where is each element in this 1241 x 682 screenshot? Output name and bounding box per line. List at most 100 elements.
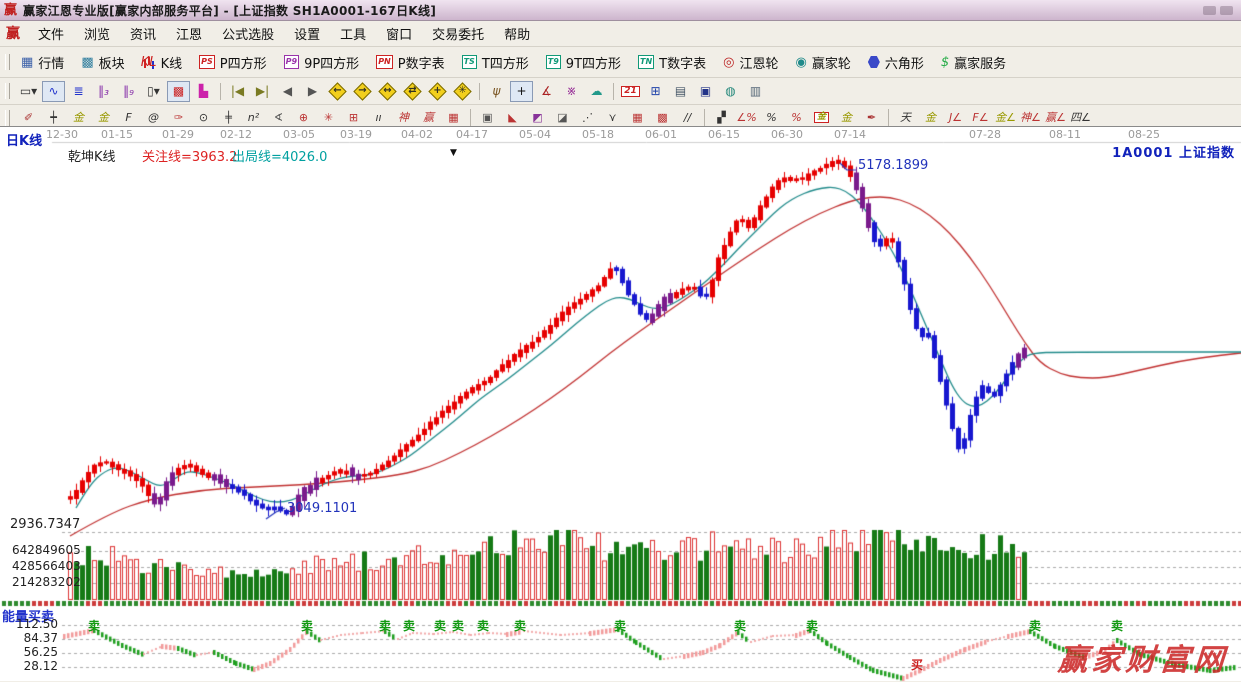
stats-panel-tool[interactable]: ▞ — [710, 107, 733, 128]
hexagon-button[interactable]: ⬡ 六角形 — [863, 51, 929, 74]
fan-lines-tool[interactable]: ◣ — [501, 107, 524, 128]
menu-window[interactable]: 窗口 — [386, 28, 413, 43]
diamond-fit[interactable]: ✳ — [451, 81, 474, 102]
indicator-name-label[interactable]: 乾坤K线 — [68, 150, 116, 165]
window-control-icon[interactable] — [1203, 5, 1216, 15]
web-target-tool[interactable]: ✳ — [317, 107, 340, 128]
gold-underline-tool[interactable]: 金 — [919, 107, 942, 128]
memo-button[interactable]: ▤ — [669, 81, 692, 102]
cloud-tool[interactable]: ☁ — [585, 81, 608, 102]
ying-tool[interactable]: 赢 — [417, 107, 440, 128]
gold-grid2-tool[interactable]: 金 — [92, 107, 115, 128]
pan-hand-tool[interactable]: ψ — [485, 81, 508, 102]
gann-target-tool[interactable]: ⊕ — [292, 107, 315, 128]
info-note-button[interactable]: ≣ — [67, 81, 90, 102]
pattern-tool[interactable]: ※ — [560, 81, 583, 102]
f-angle-tool[interactable]: F∠ — [969, 107, 992, 128]
toolbar-grip[interactable] — [5, 83, 10, 99]
time-circle-tool[interactable]: ⊙ — [192, 107, 215, 128]
ray-lines-tool[interactable]: ⋰ — [576, 107, 599, 128]
window-controls[interactable] — [1203, 5, 1233, 15]
grid-ruler-tool[interactable]: ┿ — [42, 107, 65, 128]
menu-browse[interactable]: 浏览 — [84, 28, 111, 43]
menu-trade-entrust[interactable]: 交易委托 — [432, 28, 485, 43]
hash-ruler-tool[interactable]: ╪ — [217, 107, 240, 128]
window-control-icon[interactable] — [1220, 5, 1233, 15]
k-marks-tool[interactable]: ıı — [367, 107, 390, 128]
qiankun-pattern-button[interactable]: ▩ — [167, 80, 190, 102]
workstation-button[interactable]: ▥ — [744, 81, 767, 102]
diamond-zoom-all[interactable]: + — [426, 81, 449, 102]
red-brush-tool[interactable]: ✑ — [167, 107, 190, 128]
color-histogram-button[interactable]: ▙ — [192, 81, 215, 102]
menu-gann[interactable]: 江恩 — [176, 28, 203, 43]
calculator-button[interactable]: ⊞ — [644, 81, 667, 102]
market-quotes-button[interactable]: ▦ 行情 — [16, 51, 69, 74]
curve-tool[interactable]: ∿ — [42, 80, 65, 102]
t-square-button[interactable]: TS T四方形 — [457, 51, 534, 74]
pen-tool[interactable]: ✐ — [17, 107, 40, 128]
winner-wheel-button[interactable]: ◉ 赢家轮 — [790, 51, 855, 74]
f-grid-tool[interactable]: F — [117, 107, 140, 128]
wave-lines-tool[interactable]: ⋎ — [601, 107, 624, 128]
parallel-lines-tool[interactable]: ∕∕ — [676, 107, 699, 128]
shen-tool[interactable]: 神 — [392, 107, 415, 128]
percent-tool[interactable]: % — [760, 107, 783, 128]
t-number-table-button[interactable]: TN T数字表 — [633, 51, 711, 74]
collapse-marker-icon[interactable]: ▼ — [450, 148, 457, 158]
next-bar-button[interactable]: ▶ — [301, 81, 324, 102]
diamond-shift-right[interactable]: → — [351, 81, 374, 102]
menu-tools[interactable]: 工具 — [340, 28, 367, 43]
save-button[interactable]: ▣ — [694, 81, 717, 102]
j-angle-tool[interactable]: J∠ — [944, 107, 967, 128]
angle-measure-tool[interactable]: ∡ — [535, 81, 558, 102]
menu-formula-stockpick[interactable]: 公式选股 — [222, 28, 275, 43]
dense-grid-tool[interactable]: ▦ — [626, 107, 649, 128]
tian-angle-tool[interactable]: 天 — [894, 107, 917, 128]
toolbar-grip[interactable] — [5, 109, 10, 126]
calendar-button[interactable]: 21 — [619, 81, 642, 102]
box-grid-tool[interactable]: ▩ — [651, 107, 674, 128]
last-page-button[interactable]: ▶| — [251, 81, 274, 102]
prev-bar-button[interactable]: ◀ — [276, 81, 299, 102]
bars9-tool[interactable]: ‖₉ — [117, 81, 140, 102]
percent-line-tool[interactable]: % — [785, 107, 808, 128]
kline-chart-canvas[interactable] — [0, 127, 1241, 682]
menu-news[interactable]: 资讯 — [130, 28, 157, 43]
ink-brush-tool[interactable]: ✒ — [860, 107, 883, 128]
diamond-swap[interactable]: ⇄ — [401, 81, 424, 102]
price-ruler-tool[interactable]: ▦ — [442, 107, 465, 128]
percent-gann-tool[interactable]: ∠% — [735, 107, 758, 128]
period-mode-label[interactable]: 日K线 — [6, 134, 43, 149]
ying-angle-tool[interactable]: 赢∠ — [1044, 107, 1067, 128]
winner-service-button[interactable]: $ 赢家服务 — [936, 51, 1011, 74]
gann-wheel-button[interactable]: ◎ 江恩轮 — [718, 51, 783, 74]
sectors-button[interactable]: ▩ 板块 — [76, 51, 129, 74]
gold-angle-tool[interactable]: 金∠ — [994, 107, 1017, 128]
fan-box-tool[interactable]: ◩ — [526, 107, 549, 128]
oscillator-name-label[interactable]: 能量买卖 — [2, 610, 55, 625]
diamond-zoom-horizontal[interactable]: ↔ — [376, 81, 399, 102]
save-web-button[interactable]: ◍ — [719, 81, 742, 102]
p-number-table-button[interactable]: PN P数字表 — [371, 51, 449, 74]
box-tool[interactable]: ▣ — [476, 107, 499, 128]
kline-button[interactable]: KL K线 — [137, 51, 188, 74]
fan-shade-tool[interactable]: ◪ — [551, 107, 574, 128]
menu-settings[interactable]: 设置 — [294, 28, 321, 43]
first-page-button[interactable]: |◀ — [226, 81, 249, 102]
nine-p-square-button[interactable]: P9 9P四方形 — [279, 51, 365, 74]
grid-target-tool[interactable]: ⊞ — [342, 107, 365, 128]
nine-t-square-button[interactable]: T9 9T四方形 — [541, 51, 626, 74]
shen-angle-tool[interactable]: 神∠ — [1019, 107, 1042, 128]
diamond-shift-left[interactable]: ← — [326, 81, 349, 102]
menu-file[interactable]: 文件 — [38, 28, 65, 43]
p-square-button[interactable]: PS P四方形 — [194, 51, 271, 74]
n2-ruler-tool[interactable]: n² — [242, 107, 265, 128]
gold-circle-tool[interactable]: 金 — [810, 107, 833, 128]
gold-grid-tool[interactable]: 金 — [67, 107, 90, 128]
period-selector[interactable]: ▭▾ — [17, 81, 40, 102]
si-angle-tool[interactable]: 四∠ — [1069, 107, 1092, 128]
gold-line-tool[interactable]: 金 — [835, 107, 858, 128]
bars3-tool[interactable]: ‖₃ — [92, 81, 115, 102]
toolbar-grip[interactable] — [5, 54, 10, 70]
